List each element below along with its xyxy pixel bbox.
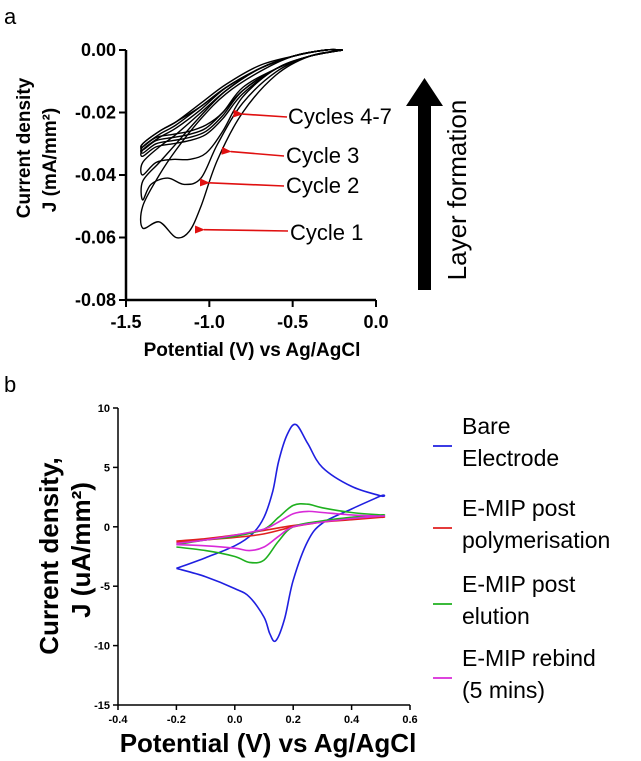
chart-b-x-title: Potential (V) vs Ag/AgCl bbox=[120, 728, 417, 758]
chart-b: 10 5 0 -5 -10 -15 -0.4 -0.2 0.0 0.2 0.4 0.6 Potent… bbox=[34, 403, 610, 758]
chart-a-x-tick-label: -0.5 bbox=[277, 312, 308, 332]
chart-a-y-tick-label: -0.06 bbox=[75, 228, 116, 248]
chart-a-y-tick-label: -0.02 bbox=[75, 103, 116, 123]
chart-b-y-ticks: 10 5 0 -5 -10 -15 bbox=[94, 403, 118, 712]
arrow-cycle-1 bbox=[194, 225, 289, 234]
chart-a-x-title: Potential (V) vs Ag/AgCl bbox=[144, 340, 361, 361]
legend-label: E-MIP post bbox=[462, 495, 576, 521]
arrow-cycles-4-7 bbox=[233, 109, 288, 118]
chart-a-y-tick-label: -0.04 bbox=[75, 165, 116, 185]
chart-a-x-tick-label: 0.0 bbox=[363, 312, 388, 332]
cv-series-4-line bbox=[176, 510, 386, 552]
legend-label: E-MIP post bbox=[462, 571, 576, 597]
chart-b-y-tick-label: -5 bbox=[100, 581, 110, 593]
chart-b-x-tick-label: 0.2 bbox=[286, 714, 301, 726]
chart-a-curves bbox=[139, 48, 343, 239]
legend-label: elution bbox=[462, 603, 530, 629]
legend-label: (5 mins) bbox=[462, 677, 545, 703]
chart-b-y-title-line1: Current density, bbox=[34, 457, 64, 654]
chart-a-y-tick-label: -0.08 bbox=[75, 290, 116, 310]
chart-b-x-tick-label: -0.4 bbox=[109, 714, 129, 726]
cv-cycle-6-line bbox=[140, 48, 343, 151]
chart-a-y-tick-label: 0.00 bbox=[81, 40, 116, 60]
layer-formation-label: Layer formation bbox=[442, 100, 472, 281]
chart-a-x-ticks: -1.5 -1.0 -0.5 0.0 bbox=[110, 300, 389, 332]
annotation-cycle-3: Cycle 3 bbox=[221, 143, 359, 168]
chart-b-x-tick-label: 0.4 bbox=[344, 714, 360, 726]
chart-a-y-title-line2: J (mA/mm²) bbox=[40, 108, 61, 213]
chart-b-y-tick-label: 10 bbox=[98, 403, 110, 415]
legend-item: E-MIP post elution bbox=[433, 571, 576, 629]
layer-arrow-shaft bbox=[418, 104, 431, 290]
legend-item: E-MIP post polymerisation bbox=[433, 495, 610, 553]
label-cycle-1: Cycle 1 bbox=[290, 220, 363, 245]
chart-b-x-ticks: -0.4 -0.2 0.0 0.2 0.4 0.6 bbox=[109, 705, 418, 726]
chart-a: 0.00 -0.02 -0.04 -0.06 -0.08 -1.5 -1.0 -0.5 0.0… bbox=[14, 40, 472, 361]
chart-b-curves bbox=[176, 423, 386, 643]
chart-b-x-tick-label: 0.6 bbox=[402, 714, 417, 726]
cv-series-1-line bbox=[176, 423, 386, 643]
arrow-cycle-3 bbox=[221, 146, 285, 157]
chart-a-x-tick-label: -1.0 bbox=[194, 312, 225, 332]
chart-a-y-title-line1: Current density bbox=[14, 77, 35, 218]
chart-b-y-tick-label: 5 bbox=[104, 462, 110, 474]
legend-item: E-MIP rebind (5 mins) bbox=[433, 645, 596, 703]
chart-b-y-title-line2: J (uA/mm²) bbox=[66, 482, 96, 618]
annotation-cycle-2: Cycle 2 bbox=[199, 173, 359, 198]
chart-a-x-tick-label: -1.5 bbox=[110, 312, 141, 332]
annotation-cycle-1: Cycle 1 bbox=[194, 220, 363, 245]
layer-arrow-head bbox=[406, 78, 443, 106]
chart-b-x-tick-label: -0.2 bbox=[167, 714, 186, 726]
label-cycles-4-7: Cycles 4-7 bbox=[288, 104, 392, 129]
arrow-cycle-2 bbox=[199, 178, 285, 187]
legend-label: polymerisation bbox=[462, 527, 610, 553]
panel-a-letter: a bbox=[4, 4, 17, 29]
legend-label: Bare bbox=[462, 413, 511, 439]
label-cycle-2: Cycle 2 bbox=[286, 173, 359, 198]
label-cycle-3: Cycle 3 bbox=[286, 143, 359, 168]
chart-b-y-tick-label: 0 bbox=[104, 522, 110, 534]
cv-cycle-7-line bbox=[140, 48, 343, 148]
annotation-cycles-4-7: Cycles 4-7 bbox=[233, 104, 392, 129]
chart-b-y-tick-label: -15 bbox=[94, 700, 110, 712]
chart-b-x-tick-label: 0.0 bbox=[227, 714, 242, 726]
chart-b-y-tick-label: -10 bbox=[94, 641, 110, 653]
panel-b-letter: b bbox=[4, 372, 16, 397]
cv-series-3-line bbox=[176, 503, 386, 564]
chart-a-y-ticks: 0.00 -0.02 -0.04 -0.06 -0.08 bbox=[75, 40, 126, 310]
layer-formation-arrow bbox=[406, 78, 443, 290]
legend-item: Bare Electrode bbox=[433, 413, 559, 471]
legend-label: E-MIP rebind bbox=[462, 645, 596, 671]
legend-label: Electrode bbox=[462, 445, 559, 471]
